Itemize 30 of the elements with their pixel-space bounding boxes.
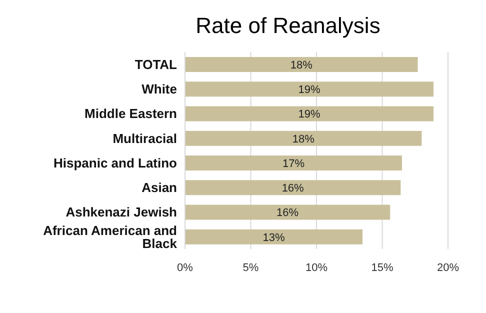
bar (185, 204, 390, 220)
y-tick-label: Middle Eastern (84, 106, 178, 122)
x-tick-label: 20% (436, 262, 460, 274)
bar (185, 229, 363, 244)
bar (185, 57, 418, 72)
x-tick-label: 15% (371, 262, 394, 274)
bar (185, 130, 422, 146)
x-tick-label: 5% (242, 262, 259, 274)
y-tick-label: Multiracial (112, 130, 177, 146)
data-label: 18% (290, 59, 313, 72)
data-label: 16% (282, 182, 304, 195)
bar (185, 82, 434, 97)
x-tick-label: 0% (177, 262, 194, 274)
data-label: 13% (262, 232, 285, 244)
data-label: 19% (298, 108, 320, 121)
x-tick-label: 10% (305, 262, 328, 274)
data-label: 18% (292, 133, 315, 146)
y-tick-label: Ashkenazi Jewish (66, 204, 178, 220)
y-tick-label: Hispanic and Latino (53, 155, 178, 170)
bar (185, 180, 401, 196)
bar (185, 106, 434, 122)
data-label: 19% (298, 84, 320, 96)
bar (185, 156, 402, 170)
y-tick-label: African American and Black (43, 222, 178, 251)
chart-title: Rate of Reanalysis (194, 12, 382, 40)
y-tick-label: TOTAL (134, 56, 178, 72)
data-label: 17% (282, 158, 305, 170)
y-tick-label: Asian (142, 180, 178, 196)
data-label: 16% (276, 207, 299, 220)
y-tick-label: White (142, 82, 177, 97)
